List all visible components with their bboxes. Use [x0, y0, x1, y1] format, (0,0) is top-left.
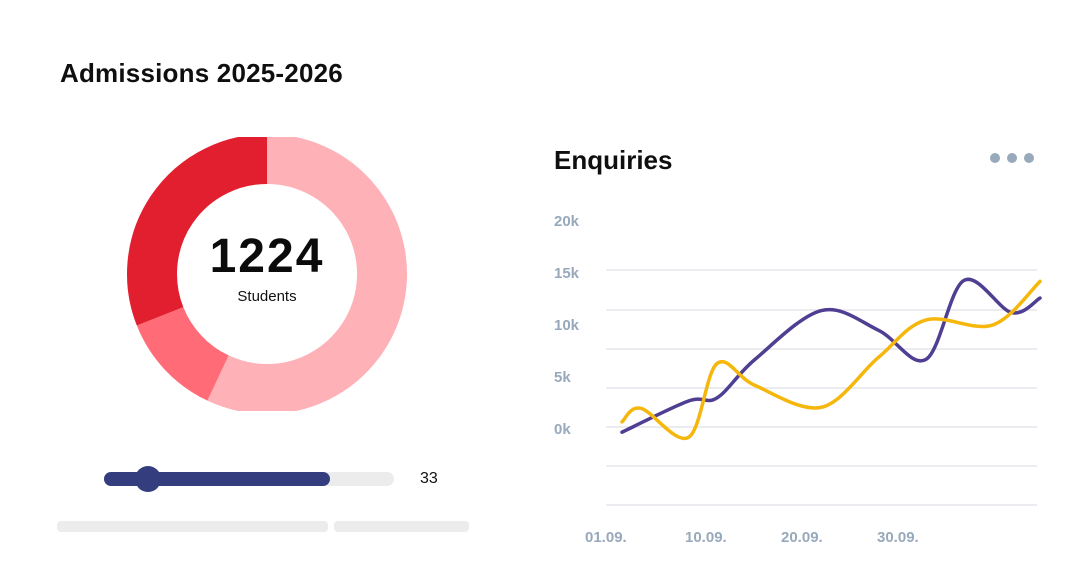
x-tick-label: 20.09. — [781, 529, 823, 546]
placeholder-bar — [57, 521, 328, 532]
students-label: Students — [237, 288, 297, 305]
placeholder-bar — [334, 521, 469, 532]
slider-thumb[interactable] — [134, 466, 161, 492]
y-tick-label: 0k — [554, 421, 571, 438]
x-tick-label: 01.09. — [585, 529, 627, 546]
x-tick-label: 30.09. — [877, 529, 919, 546]
y-tick-label: 5k — [554, 369, 571, 386]
donut-segment — [207, 137, 407, 411]
chart-title: Enquiries — [554, 145, 673, 175]
students-total: 1224 — [209, 230, 325, 283]
donut-segment — [127, 137, 268, 326]
y-tick-label: 20k — [554, 213, 580, 230]
enquiries-line-chart: 20k 15k 10k 5k 0k 01.09. 10.09. 20.09. 30.09. — [554, 213, 1042, 546]
series-line-2 — [620, 279, 1042, 441]
y-tick-label: 15k — [554, 265, 580, 282]
ellipsis-icon[interactable] — [990, 150, 1044, 166]
donut-svg — [127, 137, 407, 411]
y-tick-label: 10k — [554, 317, 580, 334]
students-slider[interactable] — [104, 466, 394, 492]
series-line-1 — [620, 277, 1042, 434]
x-tick-label: 10.09. — [685, 529, 727, 546]
slider-value: 33 — [420, 470, 438, 487]
slider-fill — [104, 472, 331, 486]
donut-segment — [136, 306, 230, 401]
students-donut-chart: 1224 Students — [126, 137, 408, 411]
page-title: Admissions 2025-2026 — [60, 58, 343, 88]
